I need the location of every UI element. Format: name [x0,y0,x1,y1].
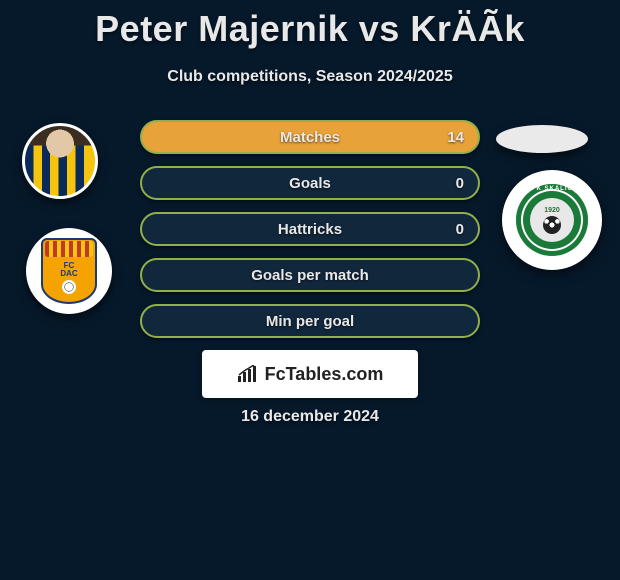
club-logo-left: FC DAC [26,228,112,314]
stat-label: Min per goal [266,313,354,330]
stat-row: Hattricks 0 [140,212,480,246]
stat-label: Goals per match [251,267,369,284]
player-right-placeholder [496,125,588,153]
club-logo-right: MFK SKALICA 1920 [502,170,602,270]
skalica-inner: 1920 [530,198,574,242]
stat-row: Matches 14 [140,120,480,154]
dac-ball-icon [62,280,76,294]
season-subtitle: Club competitions, Season 2024/2025 [0,68,620,86]
stat-label: Matches [280,129,340,146]
stats-panel: Matches 14 Goals 0 Hattricks 0 Goals per match… [140,120,480,350]
dac-badge: FC DAC [41,238,97,304]
skalica-badge: MFK SKALICA 1920 [516,184,588,256]
stat-row: Goals 0 [140,166,480,200]
brand-box: FcTables.com [202,350,418,398]
stat-row: Min per goal [140,304,480,338]
dac-line2: DAC [60,269,77,278]
skalica-arc-text: MFK SKALICA [516,186,588,192]
dac-badge-stripes [45,241,93,257]
skalica-year: 1920 [544,207,560,214]
page-title: Peter Majernik vs KrÄÃ­k [0,0,620,50]
date-label: 16 december 2024 [0,408,620,426]
stat-value-right: 14 [447,129,464,146]
stat-label: Goals [289,175,331,192]
player-left-photo [22,123,98,199]
skalica-ball-icon [543,216,561,234]
stat-value-right: 0 [456,175,464,192]
brand-chart-icon [237,365,259,383]
dac-badge-text: FC DAC [60,262,77,278]
brand-text: FcTables.com [265,364,384,385]
stat-row: Goals per match [140,258,480,292]
stat-value-right: 0 [456,221,464,238]
stat-label: Hattricks [278,221,342,238]
